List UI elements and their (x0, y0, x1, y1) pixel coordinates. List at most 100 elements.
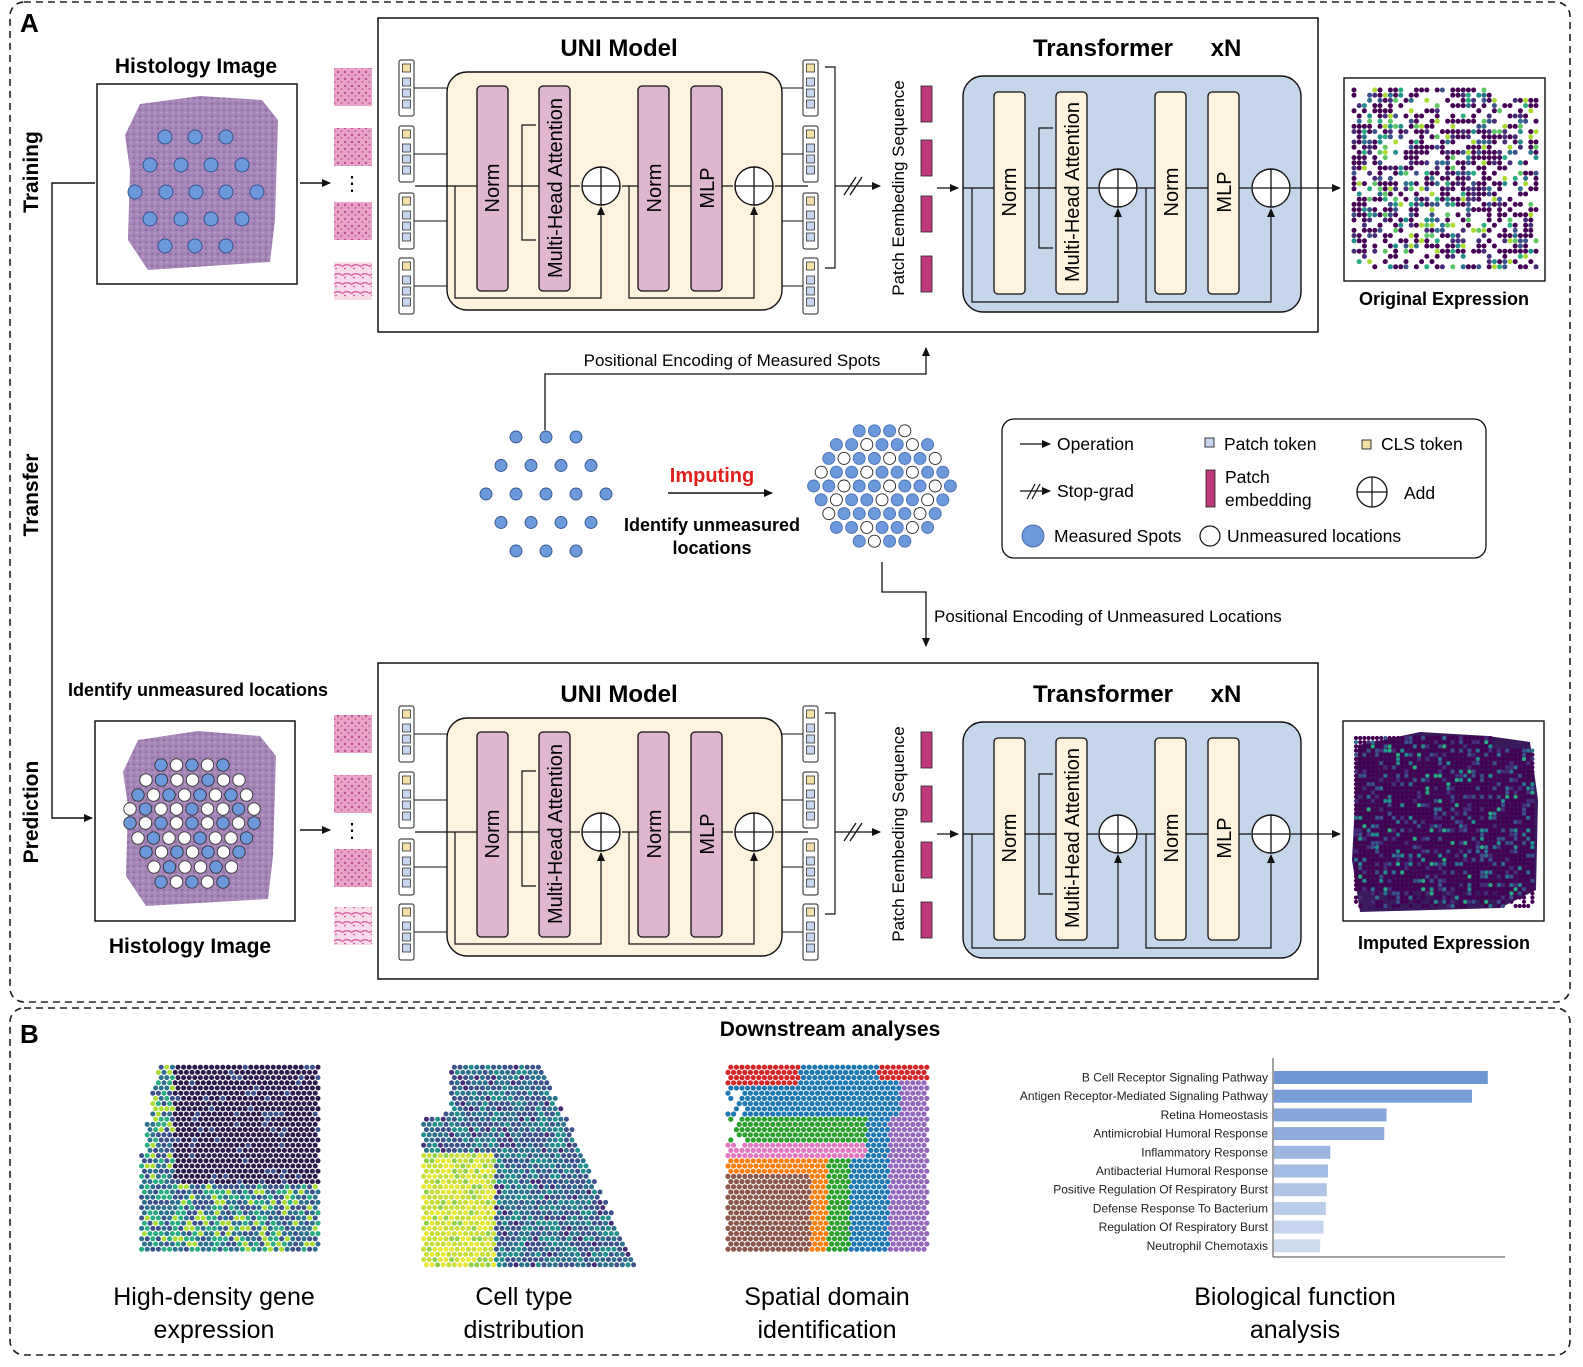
expression-spot (1424, 149, 1430, 155)
cell-spot (605, 1225, 611, 1231)
gene-spot (281, 1168, 287, 1174)
expression-spot (1533, 170, 1539, 176)
expression-spot (1400, 807, 1405, 812)
gene-spot (290, 1184, 296, 1190)
gene-spot (262, 1246, 268, 1252)
expression-spot (1424, 227, 1430, 233)
gene-spot (141, 1168, 147, 1174)
cell-spot (426, 1173, 432, 1179)
measured-spot (218, 184, 234, 200)
gene-spot (259, 1127, 265, 1133)
expression-spot (1500, 811, 1506, 816)
patch-token (402, 99, 411, 109)
expression-spot (1502, 139, 1508, 145)
expression-spot (1377, 103, 1383, 109)
cell-spot (496, 1106, 502, 1112)
expression-spot (1479, 782, 1485, 787)
expression-spot (1383, 756, 1388, 762)
gene-spot (144, 1163, 150, 1169)
cell-spot (619, 1241, 625, 1247)
gene-spot (265, 1199, 271, 1205)
gene-spot (223, 1153, 229, 1159)
expression-spot (1404, 840, 1409, 846)
unmeasured-spot (860, 520, 874, 534)
cell-spot (597, 1220, 603, 1226)
expression-spot (1517, 786, 1522, 791)
gene-spot (251, 1184, 257, 1190)
expression-spot (1379, 769, 1384, 774)
cell-spot (493, 1121, 499, 1127)
expression-spot (1382, 134, 1388, 140)
gene-spot (295, 1142, 301, 1148)
expression-spot (1446, 807, 1451, 812)
measured-spot (599, 487, 613, 501)
measured-spot (509, 487, 523, 501)
expression-spot (1413, 201, 1419, 207)
expression-spot (1492, 878, 1497, 883)
gene-spot (189, 1194, 195, 1200)
gene-spot (186, 1085, 192, 1091)
expression-spot (1425, 777, 1430, 783)
expression-spot (1492, 840, 1497, 846)
cell-spot (465, 1132, 471, 1138)
expression-spot (1382, 259, 1388, 265)
expression-spot (1523, 212, 1529, 218)
gene-spot (234, 1090, 240, 1096)
gene-spot (245, 1080, 251, 1086)
unmeasured-spot (169, 802, 184, 816)
cell-spot (468, 1095, 474, 1101)
expression-spot (1433, 786, 1438, 791)
expression-spot (1484, 740, 1489, 745)
expression-spot (1387, 103, 1393, 109)
expression-spot (1517, 857, 1522, 862)
gene-spot (279, 1163, 285, 1169)
measured-spot (883, 534, 897, 548)
gene-spot (150, 1173, 156, 1179)
expression-spot (1496, 899, 1501, 904)
expression-spot (1488, 857, 1493, 862)
gene-spot (211, 1184, 217, 1190)
expression-spot (1492, 815, 1497, 820)
expression-spot (1387, 129, 1393, 135)
histology-title-top: Histology Image (115, 55, 277, 78)
gene-spot (290, 1069, 296, 1075)
imputing-label: Imputing (670, 465, 754, 487)
gene-spot (293, 1231, 299, 1237)
gene-spot (183, 1080, 189, 1086)
expression-spot (1374, 798, 1380, 804)
expression-spot (1374, 744, 1380, 749)
expression-spot (1530, 769, 1535, 774)
measured-spot (247, 816, 261, 830)
cell-spot (555, 1163, 561, 1169)
patch-token (402, 734, 411, 744)
cell-spot (443, 1163, 449, 1169)
expression-spot (1412, 748, 1417, 753)
cell-spot (527, 1205, 533, 1211)
cell-spot (499, 1236, 505, 1242)
expression-spot (1500, 882, 1506, 888)
gene-spot (183, 1153, 189, 1159)
expression-spot (1523, 264, 1529, 270)
expression-spot (1484, 777, 1489, 783)
expression-spot (1481, 134, 1487, 140)
cell-spot (491, 1085, 497, 1091)
cls-token (806, 775, 815, 785)
expression-spot (1424, 129, 1430, 135)
expression-spot (1374, 870, 1380, 875)
expression-spot (1488, 735, 1493, 741)
expression-spot (1391, 735, 1396, 741)
expression-spot (1395, 857, 1401, 862)
expression-spot (1429, 233, 1435, 239)
gene-spot (220, 1075, 226, 1081)
gene-spot (206, 1111, 212, 1117)
expression-spot (1370, 866, 1375, 871)
expression-spot (1393, 222, 1399, 228)
expression-spot (1442, 773, 1447, 778)
expression-spot (1481, 144, 1487, 150)
patch-token (402, 878, 411, 888)
cell-spot (474, 1220, 480, 1226)
expression-spot (1484, 874, 1489, 879)
gene-spot (262, 1101, 268, 1107)
panel-b-title: Downstream analyses (720, 1018, 941, 1041)
gene-spot (253, 1199, 259, 1205)
